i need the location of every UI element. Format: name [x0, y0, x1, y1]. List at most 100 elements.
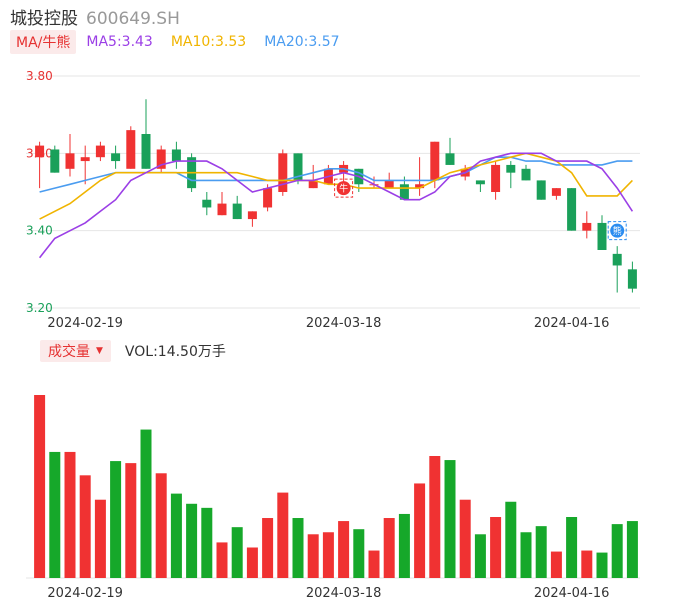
ma-indicator-selector[interactable]: MA/牛熊 — [10, 30, 77, 54]
volume-bar — [566, 517, 578, 578]
candle-body — [415, 184, 425, 189]
stock-code: 600649.SH — [86, 9, 180, 29]
volume-bar — [338, 521, 350, 578]
volume-bar — [186, 503, 198, 578]
candle-body — [399, 184, 409, 200]
candle-body — [141, 134, 151, 169]
candle-body — [491, 164, 501, 192]
volume-bar — [490, 517, 502, 578]
candle-body — [521, 168, 531, 181]
candle-body — [247, 211, 257, 220]
candle-body — [384, 180, 394, 189]
candle-body — [612, 253, 622, 266]
x-tick-label: 2024-03-18 — [306, 586, 382, 601]
volume-bar — [34, 395, 46, 578]
x-tick-label: 2024-02-19 — [47, 586, 123, 601]
x-tick-label: 2024-02-19 — [47, 316, 123, 331]
ma20-label: MA20:3.57 — [264, 34, 340, 50]
volume-bar — [277, 492, 289, 578]
volume-legend: 成交量 ▼ VOL:14.50万手 — [40, 340, 226, 362]
volume-bar — [429, 456, 441, 578]
candle-body — [65, 153, 75, 169]
volume-bar — [626, 521, 638, 578]
candle-body — [202, 199, 212, 208]
volume-bar — [201, 507, 213, 578]
volume-bar — [414, 483, 426, 578]
candle-body — [278, 153, 288, 192]
bull-marker-text: 牛 — [339, 183, 348, 195]
volume-bar — [459, 499, 471, 578]
x-tick-label: 2024-03-18 — [306, 316, 382, 331]
volume-bar — [110, 461, 122, 578]
ma10-label: MA10:3.53 — [170, 34, 247, 50]
volume-bar — [383, 518, 395, 578]
candle-body — [475, 180, 485, 185]
volume-bar — [550, 551, 562, 578]
candle-body — [126, 130, 136, 169]
volume-bar — [49, 451, 61, 578]
candle-body — [111, 153, 121, 162]
candle-body — [80, 157, 90, 162]
volume-bar — [444, 460, 456, 578]
candle-body — [551, 188, 561, 196]
x-tick-label: 2024-04-16 — [534, 316, 610, 331]
ma10-line — [39, 152, 633, 220]
volume-bar — [474, 534, 486, 578]
candle-body — [536, 180, 546, 200]
bear-marker-text: 熊 — [613, 225, 622, 237]
title-row: 城投控股 600649.SH — [10, 4, 180, 29]
x-tick-label: 2024-04-16 — [534, 586, 610, 601]
volume-bar — [611, 524, 623, 578]
volume-bar — [231, 527, 243, 578]
volume-bar — [535, 526, 547, 578]
candle-body — [156, 149, 166, 169]
candle-body — [627, 269, 637, 289]
volume-value: VOL:14.50万手 — [124, 344, 226, 360]
volume-bar — [94, 499, 106, 578]
candle-body — [95, 145, 105, 158]
volume-bar — [398, 513, 410, 578]
y-tick-label: 3.20 — [26, 301, 53, 315]
candle-body — [35, 145, 45, 158]
volume-indicator-selector[interactable]: 成交量 ▼ — [40, 340, 111, 362]
volume-bar — [505, 501, 517, 578]
bull-marker-frame — [334, 178, 354, 198]
volume-bar — [353, 529, 365, 578]
volume-bar — [520, 532, 532, 578]
volume-bar — [170, 493, 182, 578]
dropdown-triangle-icon: ▼ — [96, 346, 103, 356]
candle-body — [217, 203, 227, 216]
candle-body — [597, 222, 607, 250]
candle-body — [293, 153, 303, 181]
candle-body — [430, 141, 440, 181]
candle-body — [582, 222, 592, 231]
ma5-line — [38, 152, 634, 259]
candle-body — [232, 203, 242, 220]
volume-bar — [581, 550, 593, 578]
volume-bar — [216, 542, 228, 578]
volume-bar — [79, 475, 91, 578]
y-tick-label: 3.40 — [26, 224, 53, 238]
candle-body — [445, 153, 455, 165]
candle-body — [171, 149, 181, 162]
bear-marker-frame — [607, 221, 627, 241]
bear-marker-badge — [610, 223, 625, 238]
y-tick-label: 3.80 — [26, 69, 53, 83]
stock-name: 城投控股 — [10, 9, 78, 29]
candle-body — [567, 188, 577, 231]
candle-body — [263, 188, 273, 208]
volume-bar — [246, 547, 258, 578]
volume-bar — [307, 534, 319, 578]
volume-bar — [322, 532, 334, 578]
ma-legend: MA/牛熊 MA5:3.43 MA10:3.53 MA20:3.57 — [10, 30, 340, 54]
candle-body — [308, 180, 318, 189]
volume-bar — [262, 518, 274, 578]
volume-bar — [155, 473, 167, 578]
volume-selector-label: 成交量 — [48, 344, 90, 360]
volume-bar — [125, 463, 137, 578]
candle-body — [506, 164, 516, 173]
candle-body — [50, 149, 60, 173]
volume-bar — [292, 518, 304, 578]
bull-marker-badge — [336, 181, 351, 196]
